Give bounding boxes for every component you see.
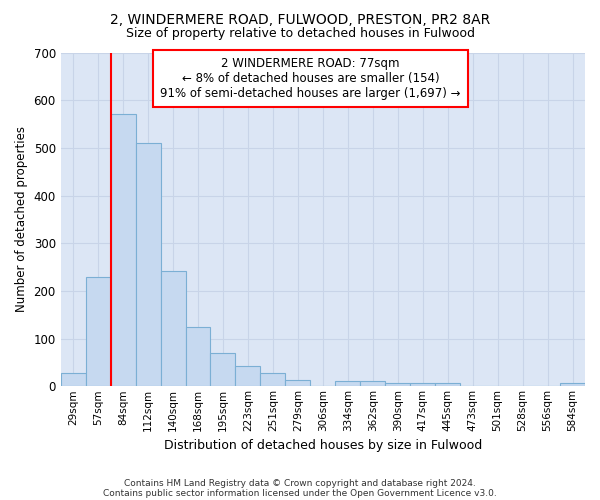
Text: Contains HM Land Registry data © Crown copyright and database right 2024.: Contains HM Land Registry data © Crown c… [124,478,476,488]
Bar [136,143,161,386]
Bar [110,114,136,386]
Bar [86,276,110,386]
X-axis label: Distribution of detached houses by size in Fulwood: Distribution of detached houses by size … [164,440,482,452]
Text: Contains public sector information licensed under the Open Government Licence v3: Contains public sector information licen… [103,488,497,498]
Bar [260,374,286,386]
Y-axis label: Number of detached properties: Number of detached properties [15,126,28,312]
Text: 2, WINDERMERE ROAD, FULWOOD, PRESTON, PR2 8AR: 2, WINDERMERE ROAD, FULWOOD, PRESTON, PR… [110,12,490,26]
Bar [185,326,211,386]
Bar [211,353,235,386]
Bar [435,383,460,386]
Bar [360,380,385,386]
Bar [410,383,435,386]
Bar [235,366,260,386]
Bar [161,271,185,386]
Text: Size of property relative to detached houses in Fulwood: Size of property relative to detached ho… [125,28,475,40]
Bar [286,380,310,386]
Bar [385,383,410,386]
Bar [560,383,585,386]
Bar [61,373,86,386]
Text: 2 WINDERMERE ROAD: 77sqm
← 8% of detached houses are smaller (154)
91% of semi-d: 2 WINDERMERE ROAD: 77sqm ← 8% of detache… [160,58,461,100]
Bar [335,380,360,386]
